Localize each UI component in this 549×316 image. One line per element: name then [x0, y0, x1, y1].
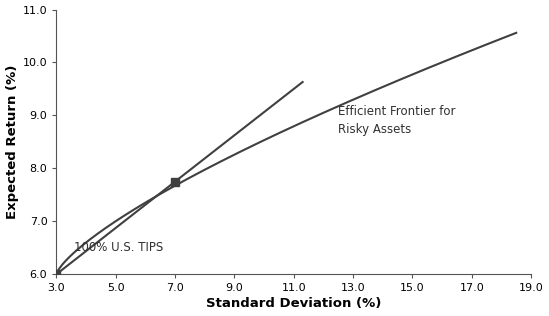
Text: 100% U.S. TIPS: 100% U.S. TIPS — [74, 241, 164, 254]
Y-axis label: Expected Return (%): Expected Return (%) — [5, 65, 19, 219]
Text: Efficient Frontier for
Risky Assets: Efficient Frontier for Risky Assets — [338, 105, 456, 136]
X-axis label: Standard Deviation (%): Standard Deviation (%) — [206, 297, 382, 310]
